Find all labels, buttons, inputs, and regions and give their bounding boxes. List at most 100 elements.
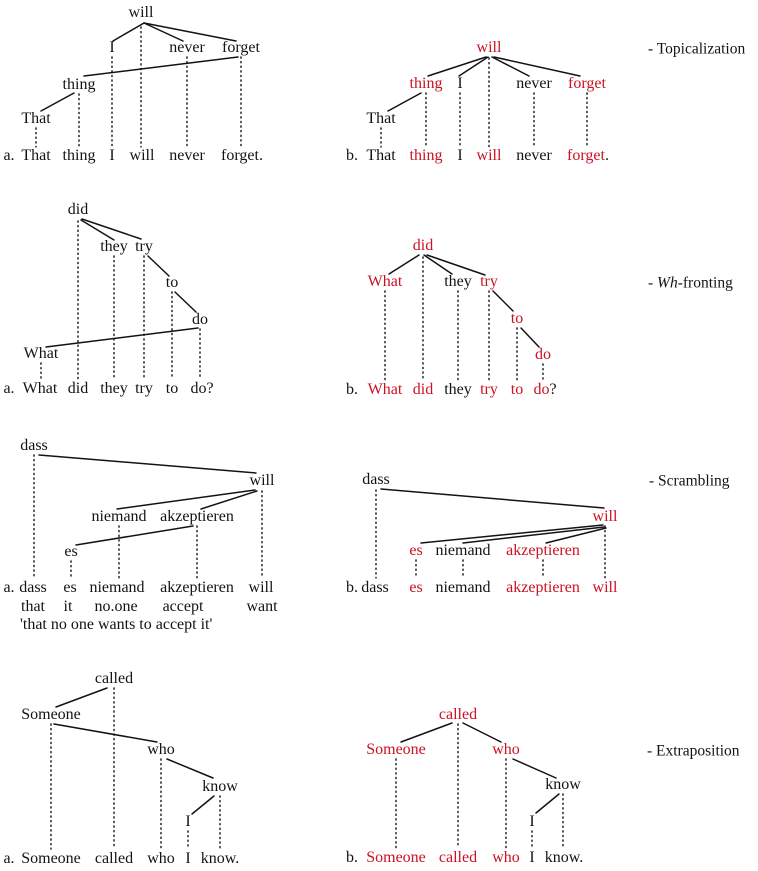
edges-wh-fronting-a bbox=[40, 218, 201, 380]
edge-called-someone bbox=[400, 722, 453, 743]
edges-extraposition-b bbox=[395, 722, 564, 849]
tree-node-thing: thing bbox=[409, 75, 443, 92]
example-tag-a: a. bbox=[3, 579, 15, 596]
section-label-wh-fronting: - Wh-fronting bbox=[648, 275, 733, 291]
sentence-word: I bbox=[109, 147, 115, 164]
sentence-word: never bbox=[516, 147, 552, 164]
tree-node-i: I bbox=[109, 39, 115, 56]
edge-do-what bbox=[45, 327, 199, 348]
sentence-word: What bbox=[367, 381, 403, 398]
sentence-word: will bbox=[129, 147, 155, 164]
edges-wh-fronting-b bbox=[384, 254, 544, 381]
gloss-word: want bbox=[246, 598, 278, 615]
sentence-word: dass bbox=[361, 579, 389, 596]
edge-called-who bbox=[462, 722, 502, 743]
tree-node-es: es bbox=[409, 542, 423, 559]
edge-will-es bbox=[420, 524, 604, 544]
sentence-word: What bbox=[22, 380, 58, 397]
tree-node-i: I bbox=[529, 813, 535, 830]
gloss-word: accept bbox=[162, 598, 204, 615]
tree-node-did: did bbox=[67, 201, 89, 218]
tree-node-did: did bbox=[412, 237, 434, 254]
edge-did-try bbox=[426, 254, 486, 276]
sentence-word: try bbox=[135, 380, 153, 397]
edge-will-forget bbox=[143, 22, 237, 42]
sentence-word-part: do bbox=[533, 381, 550, 398]
edge-will-i bbox=[458, 56, 489, 77]
sentence-word: who bbox=[147, 850, 175, 867]
sentence-punct: . bbox=[604, 147, 609, 164]
label-part-italic: Wh bbox=[657, 274, 678, 292]
tree-node-try: try bbox=[480, 273, 498, 290]
sentence-word: did bbox=[412, 381, 434, 398]
edge-know-i bbox=[191, 795, 215, 815]
sentence-word: do? bbox=[533, 382, 556, 398]
edge-will-never bbox=[491, 56, 530, 77]
sentence-word: That bbox=[366, 147, 396, 164]
edge-thing-that bbox=[40, 92, 75, 112]
edge-who-know bbox=[166, 758, 214, 779]
edge-know-i bbox=[535, 793, 560, 814]
sentence-word: I bbox=[185, 850, 191, 867]
edge-who-know bbox=[512, 758, 557, 779]
sentence-word: who bbox=[492, 849, 520, 866]
tree-node-to: to bbox=[165, 274, 179, 291]
edges-scrambling-a bbox=[33, 454, 263, 579]
sentence-word: forget. bbox=[221, 147, 263, 164]
sentence-word: know. bbox=[544, 849, 584, 866]
edge-dass-will bbox=[38, 454, 257, 474]
edge-forget-thing bbox=[83, 56, 239, 77]
sentence-word: called bbox=[94, 850, 134, 867]
edge-dass-will bbox=[380, 488, 605, 509]
sentence-word: Someone bbox=[21, 850, 81, 867]
tree-node-never: never bbox=[516, 75, 552, 92]
edge-did-they bbox=[80, 219, 115, 241]
tree-node-someone: Someone bbox=[366, 741, 426, 758]
tree-node-know: know bbox=[202, 778, 238, 795]
edges-topicalization-b bbox=[380, 56, 588, 148]
sentence-word: know. bbox=[200, 850, 240, 867]
tree-node-will: will bbox=[592, 508, 618, 525]
sentence-word: That bbox=[21, 147, 51, 164]
edges-extraposition-a bbox=[50, 687, 221, 850]
tree-node-i: I bbox=[457, 75, 463, 92]
edge-will-thing bbox=[427, 56, 487, 77]
tree-node-who: who bbox=[492, 741, 520, 758]
tree-node-what: What bbox=[23, 345, 59, 362]
sentence-word: they bbox=[444, 381, 472, 398]
tree-node-someone: Someone bbox=[21, 706, 81, 723]
example-tag-b: b. bbox=[346, 381, 358, 398]
sentence-word: did bbox=[67, 380, 89, 397]
sentence-word: akzeptieren bbox=[506, 579, 580, 596]
tree-node-never: never bbox=[169, 39, 205, 56]
edge-will-niemand bbox=[462, 526, 605, 544]
sentence-word: forget. bbox=[567, 148, 609, 164]
gloss-word: no.one bbox=[94, 598, 138, 615]
sentence-word: never bbox=[169, 147, 205, 164]
sentence-word: thing bbox=[62, 147, 96, 164]
section-label-scrambling: - Scrambling bbox=[649, 472, 730, 490]
tree-node-dass: dass bbox=[20, 437, 48, 454]
edge-will-forget bbox=[493, 56, 581, 77]
sentence-word: es bbox=[63, 579, 77, 596]
edge-try-to bbox=[492, 290, 514, 312]
edge-to-do bbox=[174, 291, 197, 313]
sentence-word: will bbox=[592, 579, 618, 596]
example-tag-a: a. bbox=[3, 850, 15, 867]
tree-node-will: will bbox=[249, 472, 275, 489]
edge-called-someone bbox=[55, 687, 108, 708]
edge-will-i bbox=[112, 22, 145, 42]
tree-node-i: I bbox=[185, 813, 191, 830]
tree-node-who: who bbox=[147, 741, 175, 758]
edge-akzeptieren-es bbox=[75, 525, 194, 546]
sentence-word: niemand bbox=[435, 579, 491, 596]
sentence-word: thing bbox=[409, 147, 443, 164]
tree-node-called: called bbox=[94, 670, 134, 687]
tree-node-forget: forget bbox=[222, 39, 260, 56]
tree-node-that: That bbox=[21, 110, 51, 127]
sentence-word: Someone bbox=[366, 849, 426, 866]
sentence-word: will bbox=[476, 147, 502, 164]
section-label-extraposition: - Extraposition bbox=[647, 742, 740, 760]
sentence-word: called bbox=[438, 849, 478, 866]
